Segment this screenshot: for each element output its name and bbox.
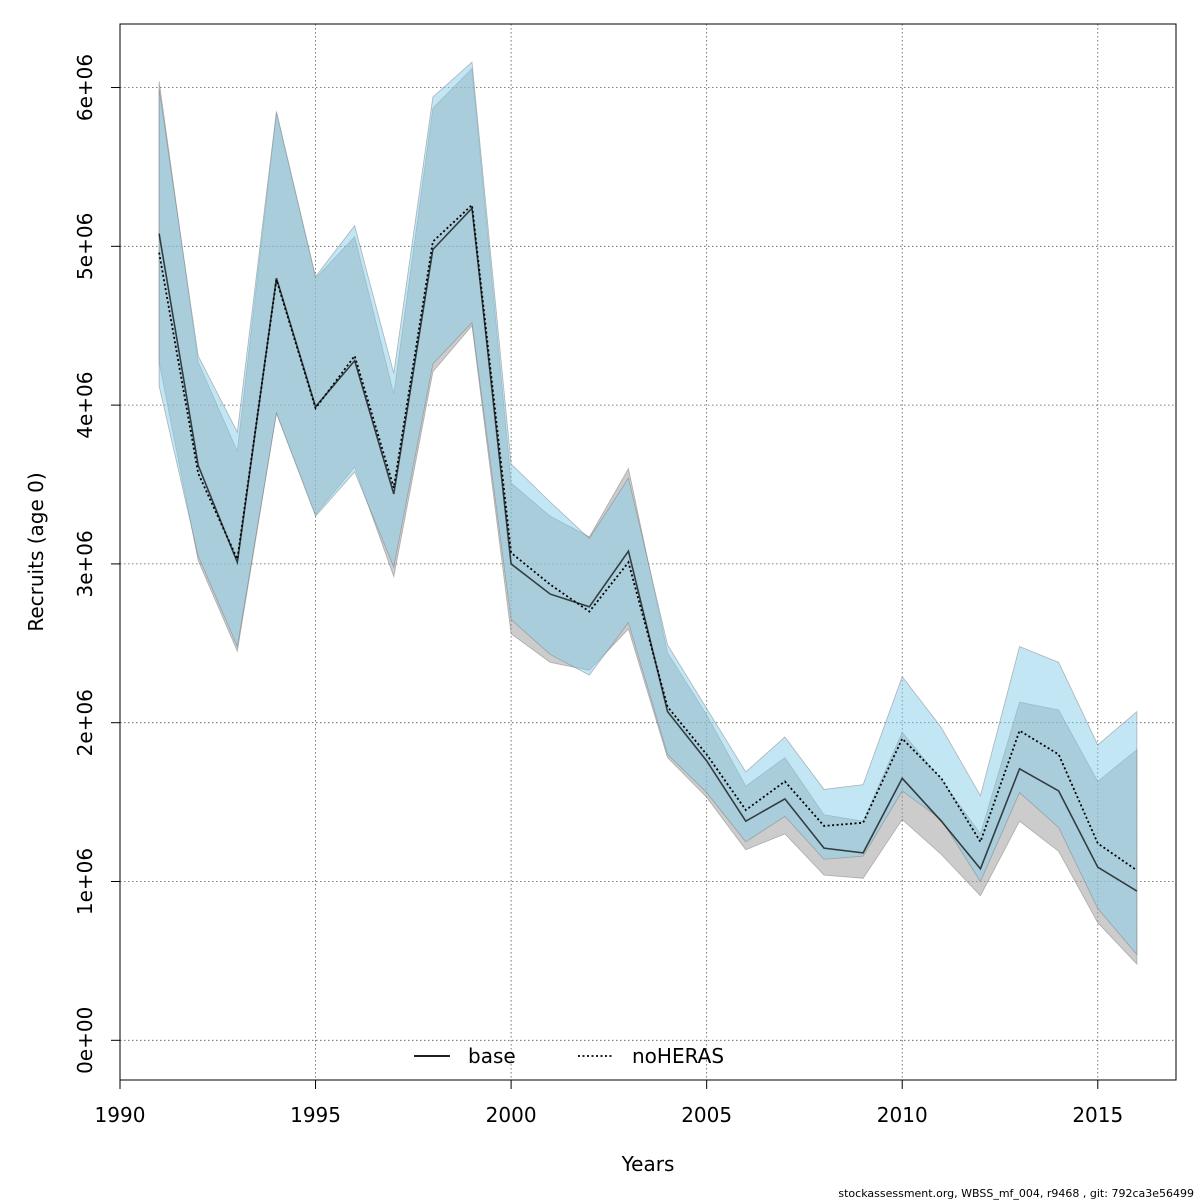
series-lines [158,203,1138,892]
y-tick-label: 0e+00 [73,1007,97,1074]
y-tick-label: 1e+06 [73,848,97,915]
footer-text: stockassessment.org, WBSS_mf_004, r9468 … [838,1187,1194,1200]
legend-label-base: base [468,1044,516,1068]
legend-label-noHERAS: noHERAS [632,1044,724,1068]
x-tick-label: 1995 [290,1103,341,1127]
x-axis-title: Years [621,1152,675,1176]
y-tick-label: 3e+06 [73,530,97,597]
confidence-bands [158,61,1138,966]
y-tick-label: 4e+06 [73,371,97,438]
y-tick-label: 6e+06 [73,54,97,121]
y-tick-label: 2e+06 [73,689,97,756]
x-tick-label: 1990 [95,1103,146,1127]
x-axis: 1990 1995 2000 2005 2010 2015 [95,1079,1123,1127]
x-tick-label: 2010 [877,1103,928,1127]
y-tick-label: 5e+06 [73,213,97,280]
legend: base noHERAS [414,1044,724,1068]
x-tick-label: 2005 [681,1103,732,1127]
x-tick-label: 2000 [486,1103,537,1127]
y-axis: 0e+00 1e+06 2e+06 3e+06 4e+06 5e+06 6e+06 [73,54,121,1074]
y-axis-title: Recruits (age 0) [24,472,48,631]
confidence-band-noHERAS [158,61,1138,956]
x-tick-label: 2015 [1072,1103,1123,1127]
